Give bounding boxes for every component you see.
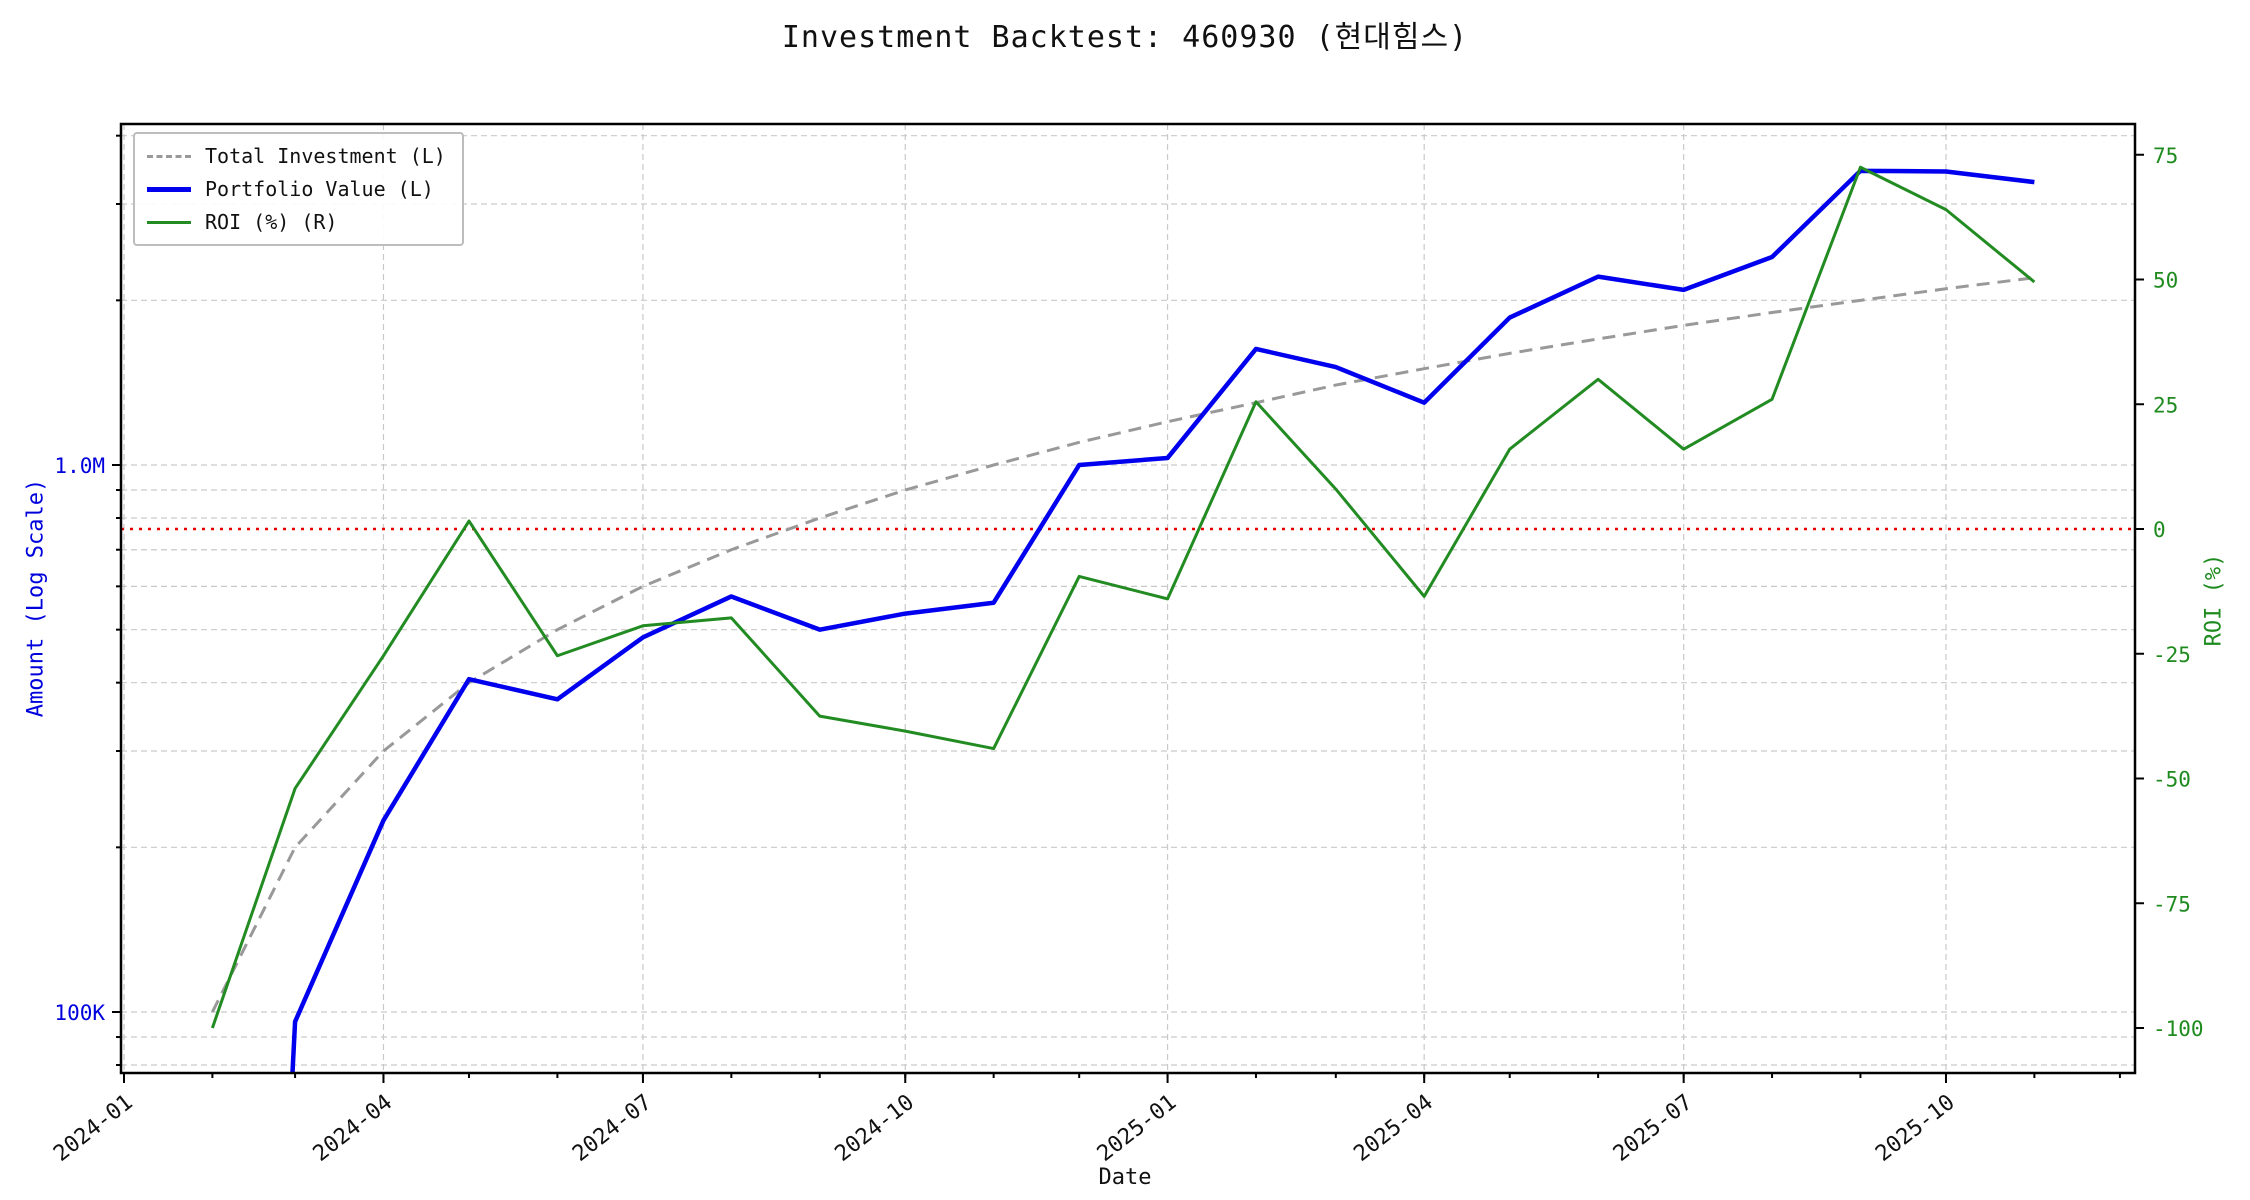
legend-item-label: Total Investment (L) (205, 144, 446, 168)
x-tick-label: 2025-07 (1609, 1090, 1697, 1167)
right-tick-label: -50 (2153, 768, 2191, 792)
x-tick-label: 2025-04 (1349, 1090, 1437, 1167)
series-total-investment-line (211, 276, 2035, 1013)
legend-item-0: Total Investment (L) (147, 144, 446, 168)
left-tick-label: 1.0M (54, 454, 105, 478)
plot-border (119, 122, 2137, 1075)
right-tick-label: 50 (2153, 269, 2178, 293)
right-axis-title: ROI (%) (2201, 553, 2227, 647)
gridlines (121, 124, 2135, 1073)
right-tick-label: -100 (2153, 1017, 2204, 1041)
right-tick-label: 25 (2153, 393, 2178, 417)
axis-ticks (112, 134, 2144, 1083)
right-tick-label: -75 (2153, 892, 2191, 916)
legend-item-label: Portfolio Value (L) (205, 177, 434, 201)
x-tick-label: 2024-04 (309, 1090, 397, 1167)
chart-title: Investment Backtest: 460930 (현대힘스) (781, 20, 1469, 55)
x-tick-label: 2024-10 (830, 1090, 918, 1167)
right-tick-label: 75 (2153, 144, 2178, 168)
series-portfolio-value-line (290, 168, 2035, 1073)
x-tick-label: 2024-07 (568, 1090, 656, 1167)
legend-line-sample (147, 154, 191, 158)
legend-box: Total Investment (L) Portfolio Value (L) R… (133, 132, 464, 246)
right-tick-label: -25 (2153, 643, 2191, 667)
legend-item-1: Portfolio Value (L) (147, 177, 446, 201)
legend-item-2: ROI (%) (R) (147, 210, 446, 234)
x-tick-label: 2025-10 (1871, 1090, 1959, 1167)
left-axis-title: Amount (Log Scale) (23, 478, 49, 718)
legend-item-label: ROI (%) (R) (205, 210, 338, 234)
legend-line-sample (147, 186, 191, 192)
left-tick-label: 100K (54, 1001, 105, 1025)
right-tick-label: 0 (2153, 518, 2166, 542)
series-roi-line (210, 165, 2036, 1029)
x-tick-label: 2025-01 (1093, 1090, 1181, 1167)
x-axis-title: Date (1098, 1165, 1152, 1190)
legend-line-sample (147, 220, 191, 224)
x-tick-label: 2024-01 (49, 1090, 137, 1167)
